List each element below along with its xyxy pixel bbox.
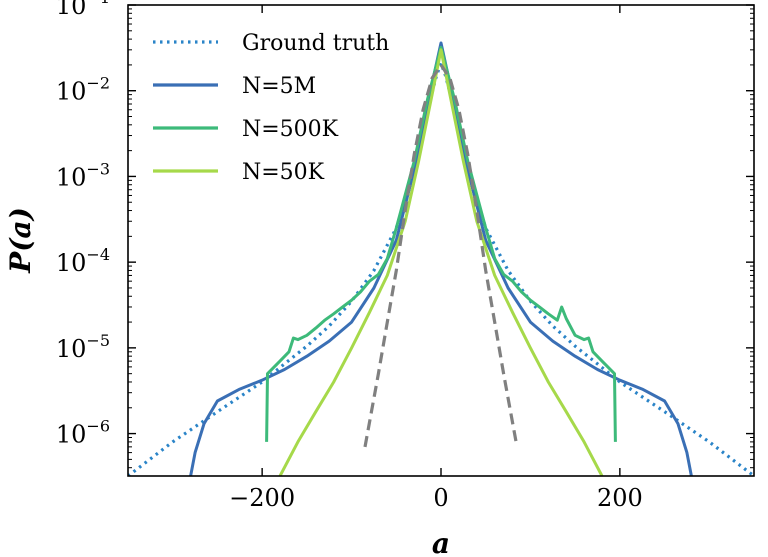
y-tick-label: 10−5 xyxy=(56,331,110,363)
x-tick-label: −200 xyxy=(229,484,295,512)
legend-label: N=500K xyxy=(242,117,339,142)
plot-area xyxy=(128,5,754,476)
y-tick-label: 10−1 xyxy=(56,0,110,20)
legend-label: N=5M xyxy=(242,74,316,99)
x-axis-label: a xyxy=(432,527,450,557)
series-layer xyxy=(128,41,754,476)
y-tick-label: 10−4 xyxy=(56,245,110,277)
legend: Ground truth N=5M N=500K N=50K xyxy=(153,31,389,185)
y-tick-label: 10−6 xyxy=(56,417,110,449)
y-axis-label: P(a) xyxy=(4,207,37,274)
y-tick-label: 10−3 xyxy=(56,159,110,191)
series-line-n-50k xyxy=(278,48,604,476)
legend-label: N=50K xyxy=(242,160,325,185)
y-tick-label: 10−2 xyxy=(56,74,110,106)
series-line-dashed-reference xyxy=(363,63,519,448)
ticks-layer: −200 0 200 10−1 10−2 10−3 10−4 10−5 10−6 xyxy=(56,0,754,512)
legend-label: Ground truth xyxy=(242,31,389,56)
x-tick-label: 0 xyxy=(433,484,448,512)
x-tick-label: 200 xyxy=(597,484,643,512)
series-line-n-5m xyxy=(189,41,693,476)
